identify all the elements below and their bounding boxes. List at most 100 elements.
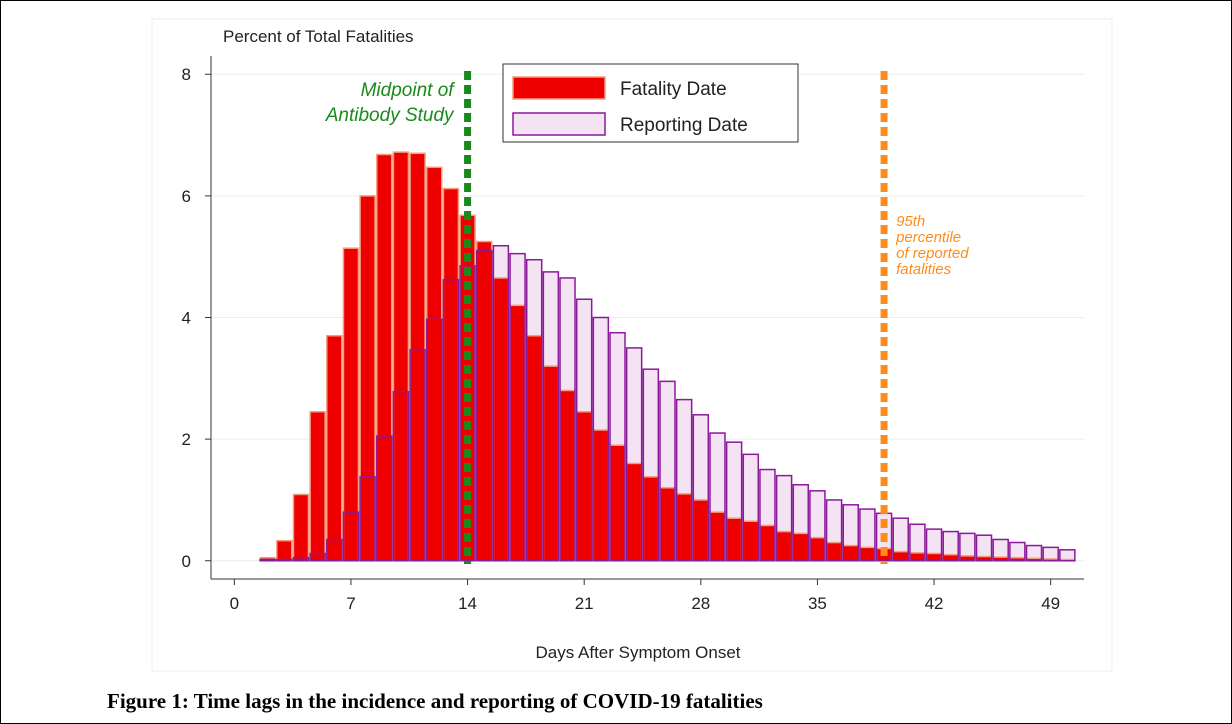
bar [492, 277, 510, 562]
bar [1025, 544, 1043, 562]
bar [642, 368, 660, 562]
bar [492, 244, 510, 562]
bar [392, 151, 410, 562]
bar [893, 518, 909, 561]
chart: Percent of Total Fatalities Days After S… [151, 18, 1113, 672]
bar [292, 556, 310, 562]
annotation: percentile [895, 229, 961, 246]
x-tick-label: 35 [808, 594, 827, 613]
x-tick-label: 28 [691, 594, 710, 613]
bar [592, 429, 610, 562]
legend-swatch [512, 112, 606, 136]
bar [993, 539, 1009, 561]
x-tick-label: 0 [230, 594, 239, 613]
bar [859, 546, 876, 562]
bar [359, 195, 376, 562]
bar [992, 538, 1009, 562]
bar [292, 493, 310, 562]
bar [925, 552, 943, 562]
bar [1026, 545, 1042, 561]
x-tick-label: 49 [1041, 594, 1060, 613]
y-tick-label: 8 [182, 65, 191, 84]
bar [659, 380, 676, 562]
bar [792, 483, 810, 562]
bar [1042, 546, 1059, 562]
bar [525, 258, 543, 562]
bar [759, 468, 776, 562]
bar [825, 499, 843, 562]
bar [559, 389, 576, 562]
bar [1009, 542, 1025, 561]
bar [842, 504, 860, 562]
x-tick-label: 7 [346, 594, 355, 613]
bar [625, 347, 643, 562]
bar [376, 153, 393, 562]
bar [1059, 549, 1075, 561]
bar [609, 444, 626, 562]
bar [592, 316, 610, 562]
bar [675, 398, 693, 562]
bar [409, 152, 426, 562]
annotation: 95th [896, 213, 925, 230]
bar [475, 240, 493, 562]
bar [542, 365, 560, 562]
x-tick-label: 14 [458, 594, 477, 613]
bar [959, 533, 975, 561]
bar [925, 528, 943, 562]
bar [342, 247, 360, 562]
bar [559, 277, 576, 562]
bar [459, 265, 476, 562]
bar [909, 523, 926, 562]
bar [309, 411, 326, 562]
x-tick-label: 42 [925, 594, 944, 613]
bar [376, 435, 393, 562]
bar [742, 520, 760, 562]
bar [609, 331, 626, 562]
bar [575, 298, 593, 562]
bar [742, 453, 760, 562]
bar [342, 511, 360, 562]
bar [326, 538, 343, 562]
bar [442, 187, 460, 562]
bar [276, 539, 293, 562]
bar [859, 508, 876, 562]
bar [725, 517, 743, 562]
bar [426, 318, 443, 562]
bar [442, 279, 460, 562]
bar [709, 432, 726, 562]
y-tick-label: 0 [182, 552, 191, 571]
y-tick-label: 4 [182, 309, 191, 328]
bar [1009, 541, 1026, 562]
annotation: Midpoint of [361, 80, 456, 101]
bar [426, 166, 443, 562]
bar [625, 462, 643, 562]
bar [909, 524, 925, 561]
bar [509, 304, 526, 562]
bar [825, 541, 843, 562]
bar [959, 532, 976, 562]
legend-label: Reporting Date [620, 115, 748, 136]
bar [659, 487, 676, 562]
bar [809, 536, 826, 562]
bar [759, 524, 776, 562]
caption: Figure 1: Time lags in the incidence and… [107, 689, 763, 713]
x-axis-title: Days After Symptom Onset [535, 643, 740, 662]
bar [892, 550, 909, 562]
plot-frame [151, 18, 1113, 672]
bar [326, 334, 343, 562]
bar [392, 390, 410, 562]
bar [475, 249, 493, 562]
bar [892, 517, 909, 562]
bar [575, 411, 593, 562]
x-tick-label: 21 [575, 594, 594, 613]
bar [525, 334, 543, 562]
bar [976, 535, 992, 561]
bar [909, 552, 926, 562]
bar [792, 532, 810, 562]
bar [692, 499, 710, 562]
bar [509, 252, 526, 562]
annotation: of reported [896, 245, 969, 262]
y-tick-label: 2 [182, 430, 191, 449]
bar [775, 530, 793, 562]
